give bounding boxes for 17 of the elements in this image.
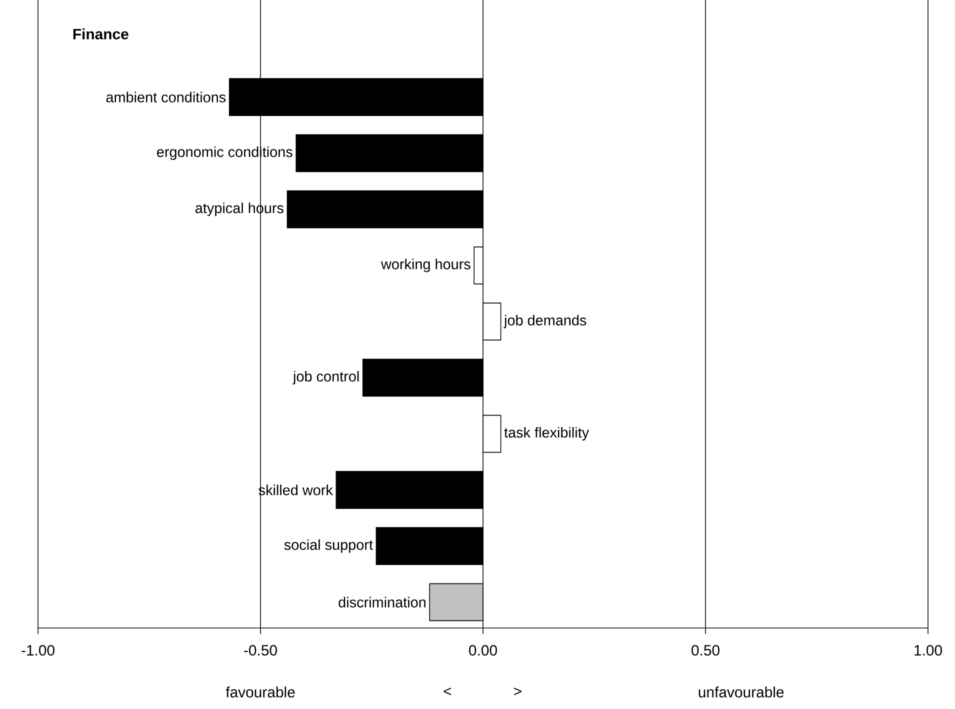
x-tick-label: 0.50 — [692, 645, 720, 656]
y-tick-label: job control — [292, 370, 359, 384]
text: > — [514, 688, 522, 696]
y-tick-label: working hours — [380, 258, 470, 272]
chart-title: Finance — [73, 28, 128, 40]
text: favourable — [226, 686, 295, 698]
y-tick-label: discrimination — [338, 596, 426, 608]
y-tick-label: job demands — [504, 314, 586, 328]
y-tick-label: task flexibility — [504, 427, 590, 441]
text: unfavourable — [698, 686, 784, 698]
text: < — [444, 688, 452, 696]
x-tick-label: 0.00 — [469, 645, 497, 656]
y-tick-label: ambient conditions — [106, 92, 226, 102]
x-tick-label: -1.00 — [22, 645, 54, 656]
x-tick-label: 1.00 — [914, 645, 942, 656]
x-tick-label: -0.50 — [244, 645, 277, 656]
y-tick-label: social support — [284, 539, 373, 553]
